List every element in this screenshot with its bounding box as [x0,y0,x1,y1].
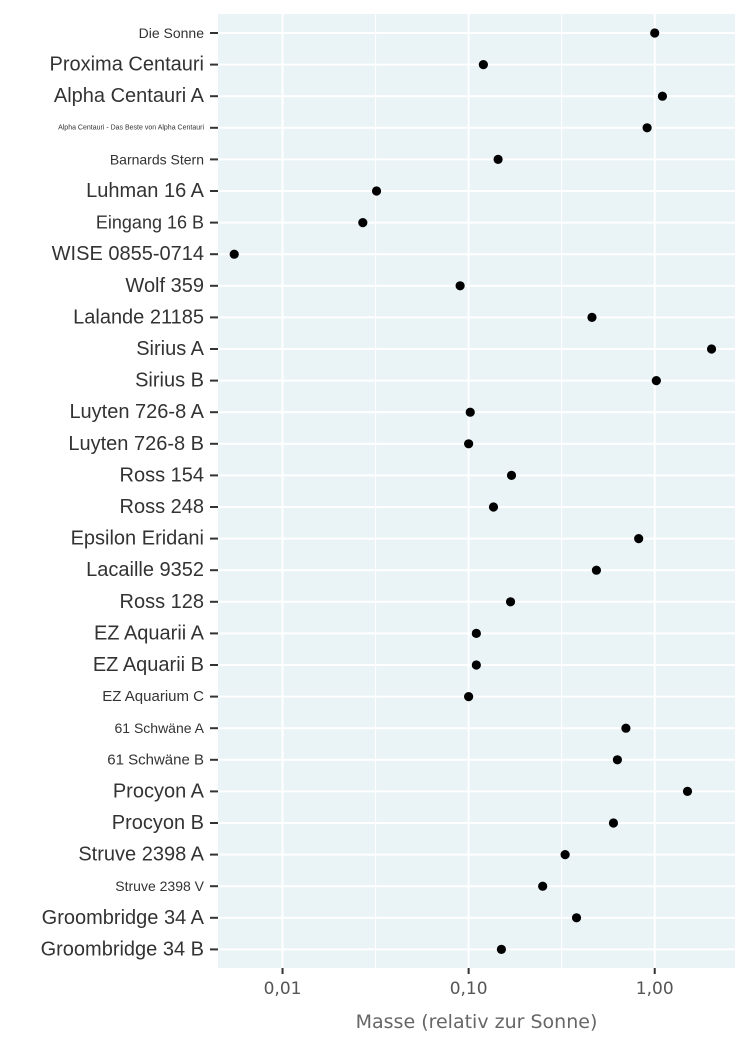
data-point [455,281,465,291]
y-tick-label: EZ Aquarii A [94,622,205,644]
data-point [538,881,548,891]
y-tick-label: Struve 2398 V [115,878,204,894]
data-point [464,692,474,702]
y-tick-label: Sirius A [136,338,204,360]
x-axis: 0,01 0,10 1,00 [264,968,674,999]
data-point [493,154,503,164]
y-tick-label: Groombridge 34 A [42,907,205,929]
data-point [642,123,652,133]
y-tick-label: Die Sonne [139,25,205,41]
data-point [464,439,474,449]
y-tick-label: Ross 154 [120,464,205,486]
y-tick-label: Ross 248 [120,496,205,518]
x-tick-label: 1,00 [636,979,674,999]
y-tick-label: Luyten 726-8 B [68,433,204,455]
plot-panel [218,14,735,968]
y-axis-ticks [210,32,218,951]
data-point [488,502,499,512]
data-point [371,186,382,196]
y-tick-label: Sirius B [135,370,204,392]
data-point [612,755,622,765]
data-point [634,534,644,544]
data-point [621,723,631,733]
data-point [505,597,516,607]
y-tick-label: Procyon B [112,812,204,834]
y-tick-label: Alpha Centauri - Das Beste von Alpha Cen… [58,124,204,131]
data-point [358,218,368,228]
data-point [506,470,517,480]
y-tick-label: Barnards Stern [110,151,204,167]
y-axis-labels: Die Sonne Proxima Centauri Alpha Centauri … [41,25,205,960]
y-tick-label: Eingang 16 B [96,213,204,233]
y-tick-label: 61 Schwäne A [114,720,204,736]
data-point [478,60,488,70]
data-point [608,818,619,828]
data-point [587,312,597,322]
x-tick-label: 0,10 [450,979,488,999]
y-tick-label: Struve 2398 A [78,844,204,866]
data-point [657,91,668,101]
data-point [591,565,602,575]
data-point [706,344,717,354]
y-tick-label: Luhman 16 A [86,180,205,202]
y-tick-label: WISE 0855-0714 [52,243,204,265]
y-tick-label: Wolf 359 [125,275,204,297]
data-point [471,660,481,670]
x-axis-title: Masse (relativ zur Sonne) [356,1011,598,1033]
y-tick-label: EZ Aquarii B [93,654,204,676]
data-point [471,628,481,639]
data-point [465,407,475,417]
y-tick-label: 61 Schwäne B [107,751,204,768]
y-tick-label: Alpha Centauri A [54,85,205,107]
data-point [560,850,570,860]
y-tick-label: Ross 128 [120,591,205,613]
y-tick-label: EZ Aquarium C [102,688,204,705]
y-tick-label: Proxima Centauri [49,54,204,76]
y-tick-label: Groombridge 34 B [41,938,204,960]
y-tick-label: Lalande 21185 [73,306,204,328]
data-point [651,376,661,386]
data-point [650,28,660,38]
y-tick-label: Luyten 726-8 A [69,401,204,423]
data-point [229,249,239,259]
y-tick-label: Procyon A [113,780,205,802]
data-points [229,28,717,955]
data-point [496,944,507,955]
x-tick-label: 0,01 [264,979,302,999]
data-point [682,786,693,797]
y-tick-label: Lacaille 9352 [86,559,204,581]
y-tick-label: Epsilon Eridani [71,528,204,550]
data-point [571,913,582,923]
